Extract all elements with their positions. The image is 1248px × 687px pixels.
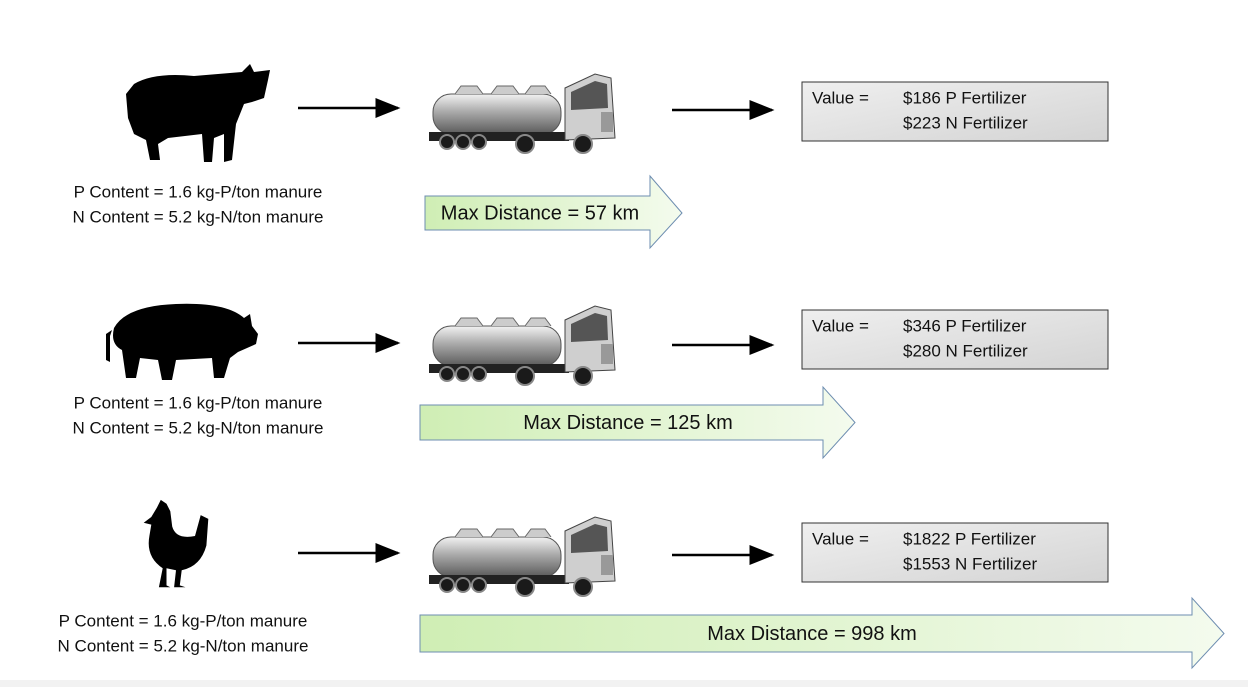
- animal-icon: [106, 303, 258, 380]
- p-content: P Content = 1.6 kg-P/ton manure: [74, 182, 323, 201]
- value-box: [801, 522, 1109, 583]
- p-content: P Content = 1.6 kg-P/ton manure: [59, 611, 308, 630]
- max-distance: Max Distance = 125 km: [523, 412, 733, 434]
- p-content: P Content = 1.6 kg-P/ton manure: [74, 393, 323, 412]
- n-content: N Content = 5.2 kg-N/ton manure: [73, 418, 324, 437]
- n-value: $280 N Fertilizer: [903, 341, 1028, 360]
- distance-arrow: [424, 174, 683, 250]
- p-value: $186 P Fertilizer: [903, 88, 1027, 107]
- p-value: $1822 P Fertilizer: [903, 529, 1036, 548]
- truck-icon: [428, 73, 616, 154]
- value-label: Value =: [812, 529, 869, 548]
- value-box: [801, 309, 1109, 370]
- value-label: Value =: [812, 88, 869, 107]
- distance-arrow: [419, 596, 1225, 670]
- bottom-strip: [0, 680, 1248, 687]
- truck-icon: [428, 516, 616, 597]
- n-value: $223 N Fertilizer: [903, 113, 1028, 132]
- n-value: $1553 N Fertilizer: [903, 554, 1038, 573]
- max-distance: Max Distance = 57 km: [441, 202, 639, 224]
- p-value: $346 P Fertilizer: [903, 316, 1027, 335]
- max-distance: Max Distance = 998 km: [707, 623, 917, 645]
- animal-icon: [126, 64, 270, 162]
- distance-arrow: [419, 385, 856, 460]
- value-box: [801, 81, 1109, 142]
- animal-icon: [143, 499, 209, 588]
- truck-icon: [428, 305, 616, 386]
- value-label: Value =: [812, 316, 869, 335]
- n-content: N Content = 5.2 kg-N/ton manure: [73, 207, 324, 226]
- n-content: N Content = 5.2 kg-N/ton manure: [58, 636, 309, 655]
